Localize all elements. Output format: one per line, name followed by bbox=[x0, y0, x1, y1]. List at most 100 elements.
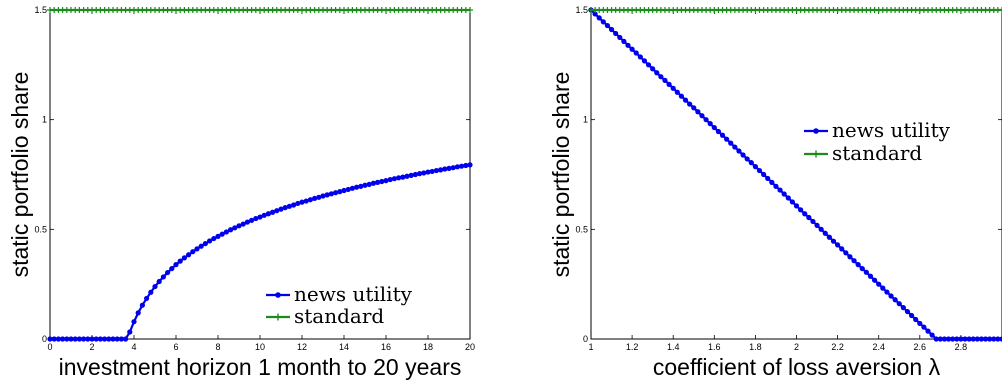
data-point bbox=[85, 336, 91, 342]
data-point bbox=[888, 293, 894, 299]
data-point bbox=[232, 225, 238, 231]
data-point bbox=[839, 246, 845, 252]
x-tick-label: 2 bbox=[89, 342, 94, 352]
data-point bbox=[670, 85, 676, 91]
data-point bbox=[219, 231, 225, 237]
data-point bbox=[417, 171, 423, 177]
data-point bbox=[160, 274, 166, 280]
data-point bbox=[736, 148, 742, 154]
data-point bbox=[769, 179, 775, 185]
data-point bbox=[933, 336, 939, 342]
plot-area bbox=[588, 7, 1002, 342]
data-point bbox=[687, 101, 693, 107]
data-point bbox=[408, 172, 414, 178]
data-point bbox=[958, 336, 964, 342]
data-point bbox=[625, 42, 631, 48]
data-point bbox=[139, 302, 145, 308]
data-point bbox=[604, 22, 611, 29]
data-point bbox=[740, 152, 746, 158]
data-point bbox=[68, 336, 74, 342]
y-tick-label: 0 bbox=[42, 334, 47, 344]
data-point bbox=[324, 192, 330, 198]
x-tick-label: 2.6 bbox=[914, 342, 927, 352]
data-point bbox=[781, 191, 787, 197]
data-point bbox=[847, 254, 853, 260]
data-point bbox=[596, 15, 602, 21]
data-point bbox=[93, 336, 99, 342]
data-point bbox=[274, 208, 280, 214]
data-point bbox=[404, 173, 410, 179]
data-point bbox=[806, 214, 812, 221]
data-point bbox=[106, 336, 112, 342]
data-point bbox=[937, 336, 943, 342]
data-point bbox=[773, 183, 779, 189]
data-point bbox=[438, 167, 444, 173]
data-point bbox=[822, 230, 828, 236]
data-point bbox=[913, 316, 919, 323]
data-point bbox=[236, 223, 242, 229]
x-tick-label: 1.8 bbox=[749, 342, 762, 352]
data-point bbox=[600, 19, 606, 25]
data-point bbox=[249, 217, 255, 223]
data-point bbox=[633, 50, 639, 56]
data-point bbox=[613, 30, 619, 37]
data-point bbox=[131, 319, 137, 325]
data-point bbox=[699, 113, 705, 119]
data-point bbox=[941, 336, 948, 342]
data-point bbox=[291, 202, 297, 208]
x-tick-label: 1 bbox=[588, 342, 593, 352]
data-point bbox=[181, 255, 187, 261]
y-tick-label: 1.5 bbox=[34, 5, 47, 15]
data-point bbox=[47, 336, 53, 342]
data-point bbox=[349, 185, 355, 191]
data-point bbox=[835, 242, 841, 248]
data-point bbox=[144, 295, 150, 302]
data-point bbox=[354, 184, 360, 190]
data-point bbox=[765, 175, 771, 182]
data-point bbox=[641, 58, 648, 64]
legend-label: standard bbox=[832, 141, 922, 165]
x-tick-label: 2 bbox=[794, 342, 799, 352]
data-point bbox=[629, 46, 635, 52]
data-point bbox=[89, 336, 95, 342]
data-point bbox=[345, 186, 351, 193]
data-point bbox=[855, 262, 861, 268]
data-point bbox=[950, 336, 956, 342]
data-point bbox=[341, 187, 347, 194]
data-point bbox=[785, 195, 791, 201]
data-point bbox=[211, 235, 217, 242]
data-point bbox=[744, 156, 750, 162]
data-point bbox=[223, 229, 229, 235]
legend-marker bbox=[275, 292, 281, 298]
x-tick-label: 0 bbox=[47, 342, 52, 352]
data-point bbox=[366, 181, 372, 187]
data-point bbox=[707, 121, 713, 127]
data-point bbox=[982, 336, 989, 342]
data-point bbox=[954, 336, 960, 342]
data-point bbox=[110, 336, 116, 342]
data-point bbox=[999, 7, 1002, 13]
data-point bbox=[645, 62, 652, 68]
x-tick-label: 2.4 bbox=[872, 342, 885, 352]
x-tick-label: 16 bbox=[381, 342, 391, 352]
data-point bbox=[337, 189, 343, 195]
data-point bbox=[917, 320, 923, 327]
data-point bbox=[169, 265, 175, 272]
data-point bbox=[756, 167, 763, 174]
data-point bbox=[459, 163, 465, 169]
data-point bbox=[307, 197, 313, 203]
x-tick-label: 20 bbox=[465, 342, 475, 352]
data-point bbox=[843, 250, 849, 256]
data-point bbox=[328, 191, 334, 197]
series-news-utility bbox=[47, 162, 473, 342]
data-point bbox=[621, 38, 627, 44]
y-tick-label: 0.5 bbox=[34, 224, 47, 234]
data-point bbox=[863, 269, 869, 275]
data-point bbox=[921, 324, 927, 330]
data-point bbox=[207, 238, 213, 244]
data-point bbox=[156, 278, 162, 285]
data-point bbox=[421, 170, 427, 176]
y-tick-label: 1 bbox=[42, 115, 47, 125]
data-point bbox=[102, 336, 108, 342]
